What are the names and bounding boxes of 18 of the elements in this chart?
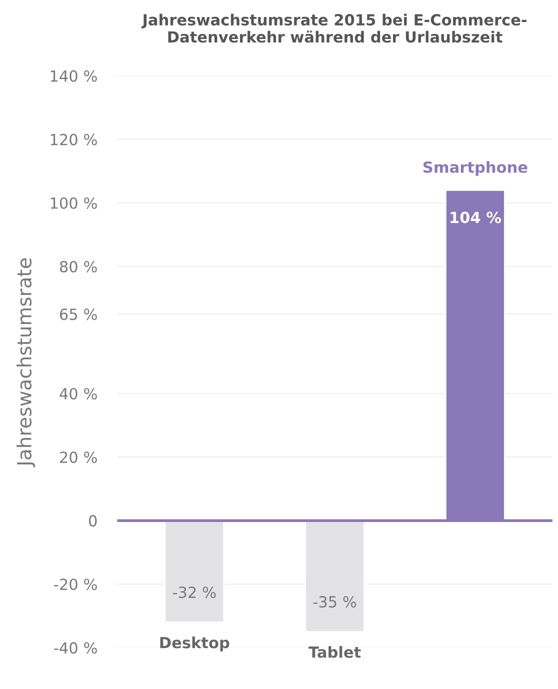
y-tick-label: 20 % — [60, 452, 97, 464]
x-tick-label: Desktop — [160, 636, 230, 652]
y-tick-label: -20 % — [54, 578, 97, 590]
data-label: 104 % — [450, 212, 501, 224]
chart-title: Jahreswachstumsrate 2015 bei E-Commerce- Datenverkehr während der Urlaubszeit — [141, 14, 526, 43]
x-tick-label: Smartphone — [423, 161, 528, 176]
y-tick-label: 65 % — [60, 308, 97, 320]
y-tick-label: -40 % — [54, 642, 97, 654]
y-axis-title: Jahreswachstumsrate — [16, 258, 36, 468]
x-tick-label: Tablet — [308, 646, 361, 658]
data-label: -35 % — [313, 596, 356, 608]
y-tick-label: 120 % — [50, 134, 97, 146]
data-label: -32 % — [172, 586, 216, 598]
y-tick-label: 40 % — [60, 388, 97, 400]
y-tick-label: 100 % — [50, 197, 97, 209]
y-tick-label: 0 — [89, 515, 97, 527]
y-tick-label: 80 % — [60, 260, 97, 272]
y-tick-label: 140 % — [50, 70, 97, 82]
